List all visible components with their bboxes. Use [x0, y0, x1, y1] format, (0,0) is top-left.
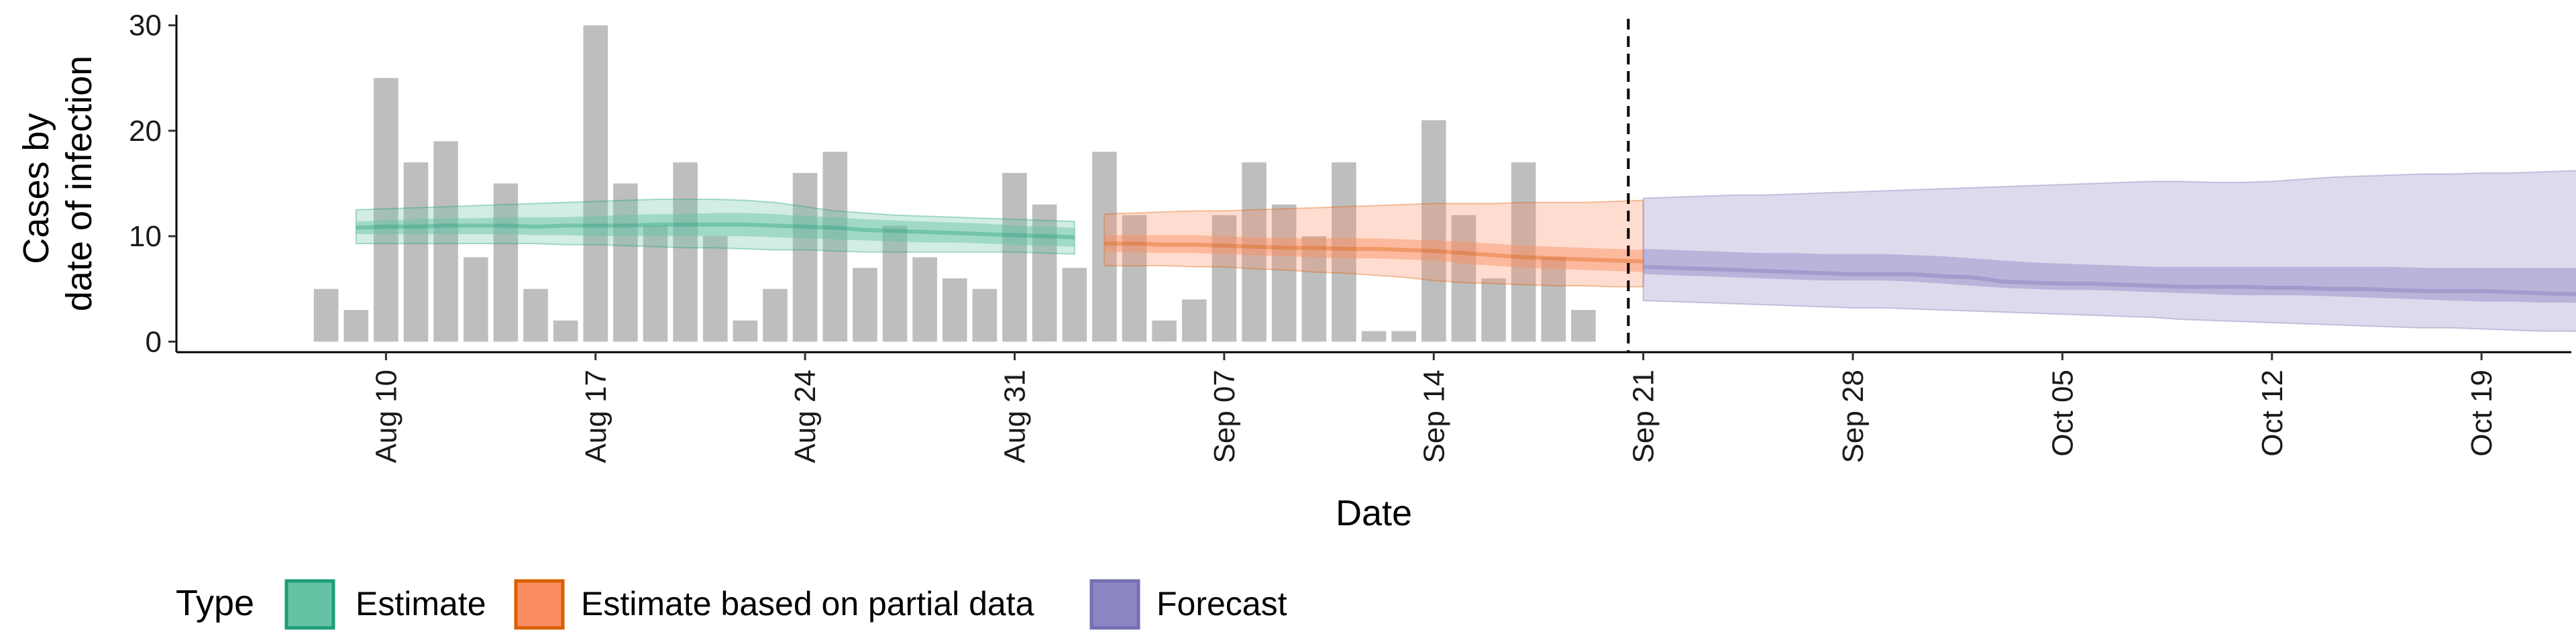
- case-bar: [1421, 120, 1446, 342]
- case-bar: [1541, 257, 1566, 342]
- case-bar: [583, 25, 608, 342]
- case-bar: [1152, 320, 1177, 342]
- estimate-based-on-partial-data-band-50: [1104, 235, 1644, 272]
- y-axis-title-line-2: date of infection: [59, 56, 99, 311]
- y-axis-title-line-1: Cases by: [16, 113, 56, 264]
- forecast-median-line: [1643, 264, 2576, 297]
- case-bar: [523, 288, 548, 342]
- case-bar: [1571, 310, 1596, 342]
- case-bar: [433, 141, 458, 342]
- x-tick-label: Oct 12: [2256, 370, 2289, 457]
- y-tick-label: 20: [129, 115, 162, 148]
- reported-cases-bars: [313, 25, 1596, 342]
- case-bar: [1242, 162, 1267, 342]
- x-tick-label: Oct 05: [2046, 370, 2079, 457]
- case-bar: [1271, 204, 1297, 342]
- y-tick-label: 10: [129, 220, 162, 253]
- case-bar: [792, 172, 818, 342]
- case-bar: [1032, 204, 1057, 342]
- case-bar: [1002, 172, 1027, 342]
- forecast-band-50: [1643, 249, 2576, 303]
- median-lines: [356, 222, 2576, 297]
- case-bar: [1092, 152, 1117, 342]
- case-bar: [763, 288, 788, 342]
- case-bar: [1481, 278, 1506, 342]
- case-bar: [1511, 162, 1536, 342]
- case-bar: [1182, 299, 1207, 342]
- legend-label: Estimate: [356, 585, 486, 623]
- case-bar: [1212, 215, 1237, 342]
- case-bar: [673, 162, 698, 342]
- x-tick-label: Sep 07: [1208, 370, 1241, 463]
- case-bar: [313, 288, 339, 342]
- case-bar: [1332, 162, 1356, 342]
- x-tick-label: Oct 19: [2465, 370, 2498, 457]
- case-bar: [1301, 236, 1327, 342]
- estimate-band-90: [355, 199, 1075, 255]
- case-bar: [464, 257, 488, 342]
- ribbons: [355, 170, 2576, 332]
- legend-label: Forecast: [1157, 585, 1287, 623]
- legend-key: [1089, 579, 1140, 630]
- legend: Type Estimate Estimate based on partial d…: [176, 579, 1287, 630]
- case-bar: [822, 152, 848, 342]
- case-bar: [613, 183, 638, 342]
- legend-key: [514, 579, 565, 630]
- x-tick-label: Sep 28: [1837, 370, 1870, 463]
- x-tick-label: Sep 14: [1417, 370, 1450, 463]
- case-bar: [912, 257, 937, 342]
- y-axis-title: Cases by date of infection: [16, 56, 99, 311]
- case-bar: [343, 310, 369, 342]
- estimate-based-on-partial-data-band-90: [1104, 199, 1644, 288]
- case-bar: [853, 268, 877, 342]
- estimate-based-on-partial-data-median-line: [1104, 241, 1644, 264]
- case-bar: [1451, 215, 1477, 342]
- case-bar: [1122, 215, 1147, 342]
- x-tick-label: Aug 10: [370, 370, 402, 463]
- case-bar: [1062, 268, 1087, 342]
- case-bar: [733, 320, 758, 342]
- case-bar: [1391, 331, 1416, 342]
- axes: [175, 15, 2571, 354]
- x-tick-label: Aug 24: [789, 370, 822, 463]
- x-tick-label: Sep 21: [1627, 370, 1660, 463]
- y-tick-label: 30: [129, 9, 162, 42]
- case-bar: [703, 236, 728, 342]
- case-bar: [553, 320, 578, 342]
- case-bar: [1361, 331, 1387, 342]
- y-ticks: 0 10 20 30: [129, 9, 176, 358]
- y-tick-label: 0: [146, 325, 162, 358]
- case-bar: [374, 78, 398, 342]
- legend-title: Type: [176, 583, 254, 623]
- x-axis-title: Date: [1336, 493, 1412, 533]
- case-bar: [943, 278, 967, 342]
- x-ticks: Aug 10 Aug 17 Aug 24 Aug 31 Sep 07 Sep 14 Sep …: [370, 352, 2498, 463]
- case-bar: [493, 183, 519, 342]
- x-tick-label: Aug 17: [580, 370, 612, 463]
- case-bar: [643, 225, 668, 342]
- x-tick-label: Aug 31: [999, 370, 1032, 463]
- case-bar: [882, 225, 908, 342]
- legend-key: [284, 579, 335, 630]
- estimate-median-line: [356, 222, 1075, 239]
- estimate-band-50: [356, 213, 1075, 247]
- forecast-band-90: [1642, 170, 2576, 332]
- legend-label: Estimate based on partial data: [581, 585, 1034, 623]
- case-bar: [403, 162, 429, 342]
- case-bar: [972, 288, 998, 342]
